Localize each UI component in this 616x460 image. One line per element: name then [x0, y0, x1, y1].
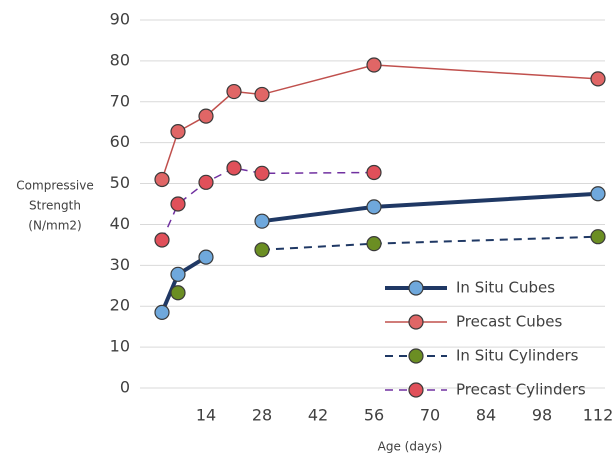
- legend-label: Precast Cubes: [456, 313, 562, 331]
- y-tick-label: 40: [110, 214, 130, 233]
- x-tick-label: 70: [420, 406, 440, 425]
- y-tick-label: 0: [120, 378, 130, 397]
- data-point: [226, 160, 242, 176]
- y-axis-label: (N/mm2): [28, 219, 81, 233]
- y-tick-label: 20: [110, 296, 130, 315]
- data-point: [254, 213, 270, 229]
- data-point: [198, 174, 214, 190]
- y-tick-label: 10: [110, 337, 130, 356]
- legend-marker: [408, 280, 424, 296]
- x-tick-label: 56: [364, 406, 384, 425]
- y-tick-label: 80: [110, 50, 130, 69]
- data-point: [198, 108, 214, 124]
- y-tick-label: 90: [110, 10, 130, 29]
- data-point: [154, 232, 170, 248]
- data-point: [170, 196, 186, 212]
- legend-marker: [408, 382, 424, 398]
- data-point: [366, 199, 382, 215]
- data-point: [198, 249, 214, 265]
- data-point: [590, 71, 606, 87]
- x-tick-label: 28: [252, 406, 272, 425]
- data-point: [170, 266, 186, 282]
- data-point: [154, 304, 170, 320]
- data-point: [254, 86, 270, 103]
- series-line: [161, 167, 375, 241]
- data-point: [254, 242, 270, 258]
- legend-label: In Situ Cubes: [456, 279, 555, 297]
- data-point: [366, 236, 382, 252]
- data-point: [170, 124, 186, 140]
- data-point: [590, 229, 606, 245]
- legend-marker: [408, 314, 424, 330]
- x-tick-label: 84: [476, 406, 496, 425]
- y-axis-label: Compressive: [16, 179, 93, 193]
- x-tick-label: 112: [583, 406, 614, 425]
- data-point: [590, 186, 606, 202]
- data-point: [154, 171, 170, 188]
- x-tick-label: 42: [308, 406, 328, 425]
- series-line: [161, 64, 599, 180]
- data-point: [366, 57, 382, 73]
- y-tick-label: 70: [110, 91, 130, 110]
- data-point: [366, 164, 382, 181]
- y-tick-label: 60: [110, 132, 130, 151]
- x-axis-label: Age (days): [378, 440, 443, 454]
- legend-marker: [408, 348, 424, 364]
- data-point: [170, 285, 186, 301]
- y-axis-label: Strength: [29, 199, 81, 213]
- data-point: [226, 83, 242, 100]
- x-tick-label: 98: [532, 406, 552, 425]
- x-tick-label: 14: [196, 406, 216, 425]
- data-point: [254, 165, 270, 181]
- legend-label: In Situ Cylinders: [456, 347, 579, 365]
- y-tick-label: 30: [110, 255, 130, 274]
- y-tick-label: 50: [110, 173, 130, 192]
- legend-label: Precast Cylinders: [456, 381, 586, 399]
